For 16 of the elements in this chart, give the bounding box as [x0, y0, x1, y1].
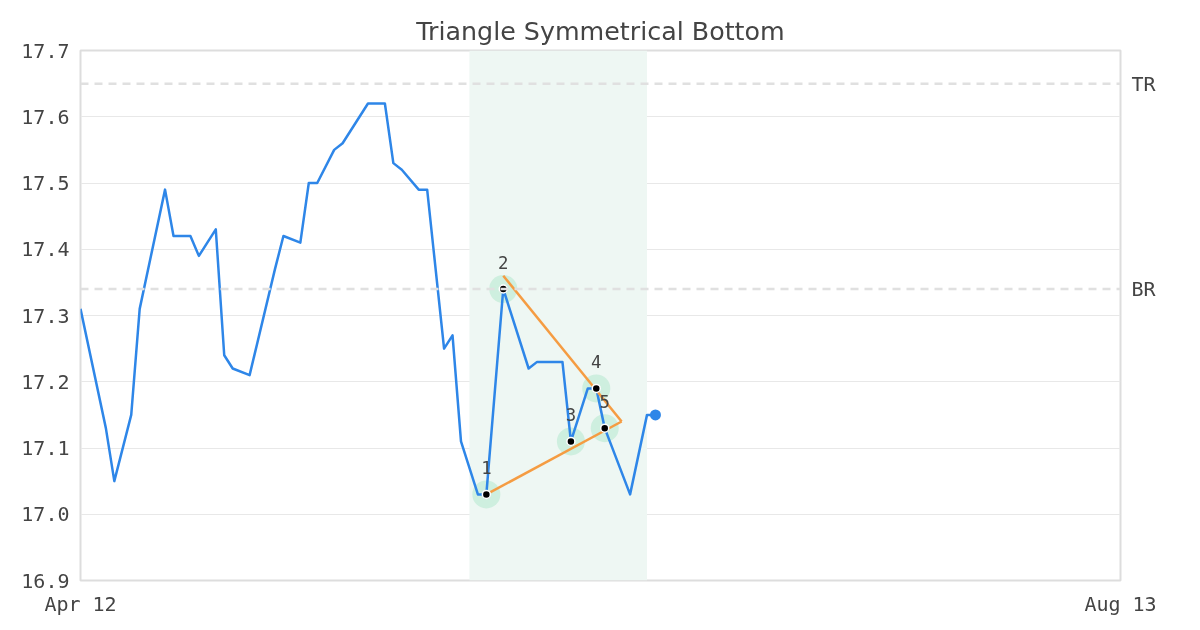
annotation: 2 — [498, 253, 509, 273]
y-tick-label: 17.7 — [21, 38, 70, 63]
ref-line-label: TR — [1131, 71, 1157, 96]
x-tick-label: Aug 13 — [1084, 591, 1157, 616]
annotation: 4 — [591, 352, 602, 373]
y-tick-label: 17.6 — [21, 104, 70, 129]
y-tick-label: 17.3 — [21, 303, 70, 328]
chart-title: Triangle Symmetrical Bottom — [415, 15, 785, 46]
y-tick-label: 17.4 — [21, 237, 70, 262]
y-tick-label: 17.5 — [21, 171, 70, 195]
y-tick-label: 17.1 — [21, 436, 70, 460]
x-tick-label: Apr 12 — [44, 591, 117, 616]
y-tick-label: 16.9 — [21, 568, 70, 593]
y-tick-label: 17.0 — [21, 502, 70, 527]
ref-line-label: BR — [1131, 277, 1157, 301]
y-tick-label: 17.2 — [21, 369, 70, 394]
